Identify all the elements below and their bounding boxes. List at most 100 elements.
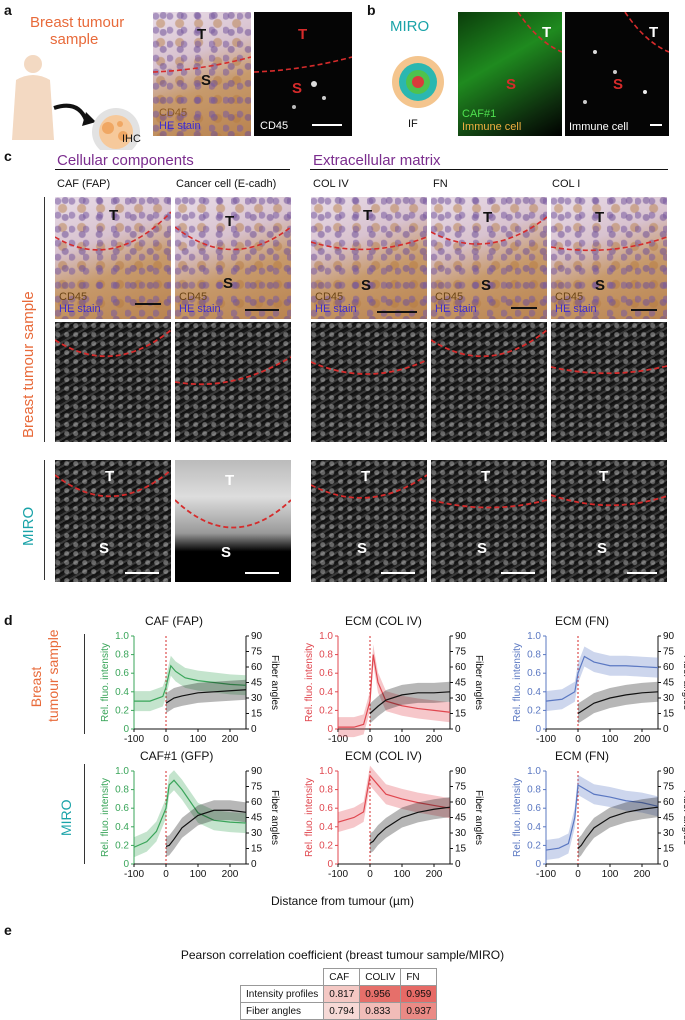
tile-label-t: T: [361, 468, 371, 485]
tile-label-t: T: [483, 209, 493, 226]
y-tick-label: 0.8: [319, 785, 333, 796]
y2-tick-label: 0: [251, 859, 257, 870]
y2-axis-label: Fiber angles: [681, 790, 685, 845]
he-stain-label: HE stain: [59, 303, 101, 315]
y-tick-label: 1.0: [115, 766, 129, 777]
caf1-label: CAF#1: [462, 108, 497, 120]
y-tick-label: 0.2: [115, 705, 129, 716]
y2-tick-label: 90: [663, 631, 675, 642]
row-bracket: [84, 634, 85, 734]
fluo-image-caf: [55, 322, 171, 442]
table-cell: 0.959: [400, 985, 438, 1003]
cd45-label: CD45: [260, 120, 289, 132]
y-tick-label: 0.4: [319, 822, 333, 833]
x-tick-label: 100: [190, 869, 207, 880]
table-row-label: Fiber angles: [239, 1002, 325, 1020]
y2-tick-label: 30: [251, 693, 263, 704]
series-line: [369, 806, 451, 844]
y2-tick-label: 0: [455, 859, 461, 870]
he-stain-label: HE stain: [435, 303, 477, 315]
y-tick-label: 1.0: [527, 631, 541, 642]
x-tick-label: 0: [163, 734, 169, 745]
y2-tick-label: 15: [663, 709, 675, 720]
y2-tick-label: 0: [455, 724, 461, 735]
miro-immune-image: T S Immune cell: [565, 12, 669, 136]
he-image-fn: T S CD45 HE stain: [431, 197, 547, 319]
cd45-label: CD45: [555, 291, 584, 303]
x-tick-label: -100: [536, 869, 556, 880]
y2-tick-label: 30: [251, 828, 263, 839]
tile-label-s: S: [506, 76, 517, 93]
y2-tick-label: 30: [455, 828, 467, 839]
he-stain-label: HE stain: [555, 303, 597, 315]
y-tick-label: 1.0: [319, 631, 333, 642]
x-tick-label: 200: [222, 869, 239, 880]
y2-axis-label: Fiber angles: [681, 655, 685, 710]
y2-tick-label: 90: [251, 766, 263, 777]
tile-label-s: S: [201, 72, 212, 89]
x-tick-label: 0: [163, 869, 169, 880]
tile-label-t: T: [649, 24, 659, 41]
cd45-label: CD45: [315, 291, 344, 303]
tile-label-s: S: [99, 540, 110, 557]
cd45-image: T S CD45: [254, 12, 352, 136]
plot-title: CAF (FAP): [145, 614, 204, 628]
y-axis-label: Rel. fluo. intensity: [512, 643, 523, 722]
plot-title: ECM (COL IV): [345, 614, 422, 628]
y-tick-label: 0.2: [115, 840, 129, 851]
series-line: [165, 809, 247, 848]
y-tick-label: 0.4: [527, 822, 541, 833]
he-stain-label: HE stain: [159, 120, 201, 132]
tile-label-s: S: [613, 76, 624, 93]
section-divider: [310, 169, 668, 170]
series-line: [338, 654, 451, 728]
y-tick-label: 0.8: [319, 650, 333, 661]
table-header: COLIV: [359, 968, 402, 986]
series-band: [578, 681, 658, 724]
tile-label-s: S: [223, 275, 234, 292]
series-line: [337, 774, 451, 823]
x-tick-label: -100: [124, 734, 144, 745]
table-cell: 0.794: [323, 1002, 361, 1020]
tile-label-t: T: [481, 468, 491, 485]
y2-tick-label: 75: [663, 782, 675, 793]
y2-tick-label: 45: [663, 678, 675, 689]
he-stain-label: HE stain: [315, 303, 357, 315]
fluo-image-fn: [431, 322, 547, 442]
x-tick-label: 100: [394, 869, 411, 880]
table-row-label: Intensity profiles: [239, 985, 325, 1003]
section-divider: [55, 169, 290, 170]
tile-label-s: S: [481, 277, 492, 294]
y2-tick-label: 45: [455, 813, 467, 824]
x-axis-label: Distance from tumour (µm): [271, 894, 414, 908]
y2-tick-label: 90: [455, 766, 467, 777]
if-label: IF: [408, 118, 418, 130]
y-tick-label: 0.6: [115, 803, 129, 814]
series-line: [134, 664, 247, 702]
y2-tick-label: 75: [455, 782, 467, 793]
he-image-col-i: T S CD45 HE stain: [551, 197, 667, 319]
tile-label-t: T: [542, 24, 552, 41]
y2-tick-label: 45: [251, 813, 263, 824]
x-tick-label: 0: [367, 734, 373, 745]
row-bracket: [84, 764, 85, 864]
y-tick-label: 0.6: [115, 668, 129, 679]
tile-label-s: S: [357, 540, 368, 557]
y-axis-label: Rel. fluo. intensity: [512, 778, 523, 857]
tile-label-t: T: [225, 213, 235, 230]
tile-label-t: T: [298, 26, 308, 43]
y-tick-label: 0: [535, 724, 541, 735]
tile-label-t: T: [595, 209, 605, 226]
y-tick-label: 0: [535, 859, 541, 870]
plot-title: ECM (COL IV): [345, 749, 422, 763]
y-tick-label: 0: [123, 859, 129, 870]
panel-label-c: c: [4, 148, 12, 164]
column-header-caf: CAF (FAP): [57, 178, 111, 190]
x-tick-label: 200: [426, 734, 443, 745]
tile-label-s: S: [597, 540, 608, 557]
x-tick-label: 200: [222, 734, 239, 745]
series-line: [133, 779, 247, 848]
x-tick-label: -100: [328, 734, 348, 745]
y-tick-label: 0.4: [115, 822, 129, 833]
